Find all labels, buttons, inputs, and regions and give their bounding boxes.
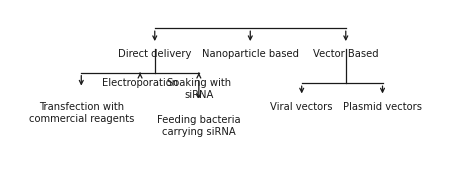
Text: Vector Based: Vector Based [313,49,379,59]
Text: Direct delivery: Direct delivery [118,49,191,59]
Text: Feeding bacteria
carrying siRNA: Feeding bacteria carrying siRNA [157,115,241,137]
Text: Viral vectors: Viral vectors [271,101,333,112]
Text: Plasmid vectors: Plasmid vectors [343,101,422,112]
Text: Electroporation: Electroporation [102,78,178,88]
Text: Soaking with
siRNA: Soaking with siRNA [167,78,231,100]
Text: Transfection with
commercial reagents: Transfection with commercial reagents [28,101,134,124]
Text: Nanoparticle based: Nanoparticle based [202,49,299,59]
